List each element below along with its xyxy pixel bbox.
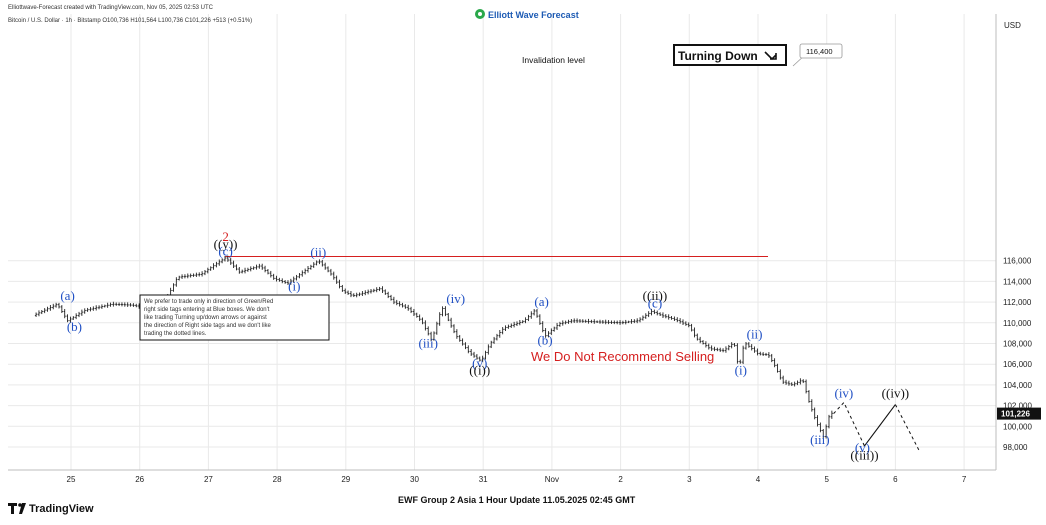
wave-label: (c) [218,244,232,259]
trading-note-line-3: like trading Turning up/down arrows or a… [144,315,267,321]
turning-down-label: Turning Down [678,49,758,63]
time-tick-label: 3 [687,475,692,484]
time-tick-label: 26 [135,475,144,484]
wave-label: (ii) [310,245,326,260]
time-tick-label: 29 [341,475,350,484]
wave-label: (iv) [446,291,465,306]
tradingview-logo: TradingView [8,503,94,515]
price-tick-label: 112,000 [1003,298,1032,307]
time-tick-label: 30 [410,475,419,484]
trading-note: We prefer to trade only in direction of … [139,294,330,341]
wave-label: (b) [67,319,82,334]
wave-label: ((iii)) [850,447,878,462]
price-callout-text: 116,400 [806,47,833,56]
wave-label: (i) [735,363,747,378]
time-tick-label: 7 [962,475,967,484]
price-tick-label: 114,000 [1003,277,1032,286]
wave-label: (c) [648,295,662,310]
time-tick-label: 31 [479,475,488,484]
wave-label: ((y)) [214,236,238,251]
current-price-text: 101,226 [1001,410,1030,419]
wave-label: (a) [60,288,74,303]
time-tick-label: 28 [273,475,282,484]
price-tick-label: 98,000 [1003,443,1028,452]
brand-logo-icon-center [478,12,482,16]
time-tick-label: 25 [67,475,76,484]
wave-label: (iii) [418,336,438,351]
wave-labels: (a)(b)2((y))(c) (ii)(i)(iv)(iii)(v)((i))(… [60,229,909,462]
arrow-down-right-icon [764,51,777,61]
price-ticks: 98,000 100,000 102,000 104,000 106,000 108,00… [1003,257,1032,452]
projection-final-leg [894,404,920,452]
wave-label: (iv) [834,385,853,400]
trading-note-frame [139,294,330,341]
turning-down-box: Turning Down [673,44,787,66]
tradingview-logo-slash-icon [19,503,26,514]
time-tick-label: 27 [204,475,213,484]
wave-label: (i) [288,279,300,294]
wave-label: (a) [534,294,548,309]
price-tick-label: 116,000 [1003,257,1032,266]
wave-label: (b) [537,333,552,348]
trading-note-line-1: We prefer to trade only in direction of … [144,299,273,305]
wave-label: ((ii)) [643,288,668,303]
time-ticks: 25 26 27 28 29 30 31 Nov 2 3 4 5 6 7 [67,475,967,484]
symbol-line: Bitcoin / U.S. Dollar · 1h · Bitstamp O1… [8,18,252,24]
turning-down-frame [673,44,787,66]
wave-label: ((i)) [469,363,490,378]
price-tick-label: 102,000 [1003,402,1032,411]
trading-note-line-2: right side tags entering at Blue boxes. … [144,307,270,313]
tradingview-logo-text: TradingView [29,503,94,515]
invalidation-label: Invalidation level [522,55,585,65]
price-tick-label: 108,000 [1003,340,1032,349]
time-tick-label: 6 [893,475,898,484]
tradingview-logo-dot-icon [18,503,22,507]
price-tick-label: 104,000 [1003,381,1032,390]
trading-note-line-5: trading the dotted lines. [144,331,207,337]
currency-label: USD [1004,21,1021,30]
time-tick-label: Nov [545,475,559,484]
time-tick-label: 2 [618,475,623,484]
tradingview-logo-icon [8,503,17,514]
wave-label: ((iv)) [882,385,909,400]
not-recommend-selling-label: We Do Not Recommend Selling [531,349,714,364]
time-tick-label: 5 [824,475,829,484]
wave-label: (ii) [747,326,763,341]
price-tick-label: 106,000 [1003,360,1032,369]
current-price-tag [997,407,1041,420]
price-tick-label: 100,000 [1003,422,1032,431]
credit-text: Elliottwave-Forecast created with Tradin… [8,5,214,11]
price-callout-box [799,43,843,59]
chart-update-title: EWF Group 2 Asia 1 Hour Update 11.05.202… [398,495,636,505]
projection-solid-leg [864,404,896,447]
wave-label: (v) [855,440,870,455]
brand-name: Elliott Wave Forecast [488,10,579,20]
grid-lines [8,14,996,470]
time-tick-label: 4 [756,475,761,484]
wave-label: 2 [222,229,229,244]
price-tick-label: 110,000 [1003,319,1032,328]
wave-label: (v) [472,355,487,370]
brand-logo: Elliott Wave Forecast [475,9,579,20]
trading-note-line-4: the direction of Right side tags and we … [144,323,272,329]
wave-label: (iii) [810,432,830,447]
